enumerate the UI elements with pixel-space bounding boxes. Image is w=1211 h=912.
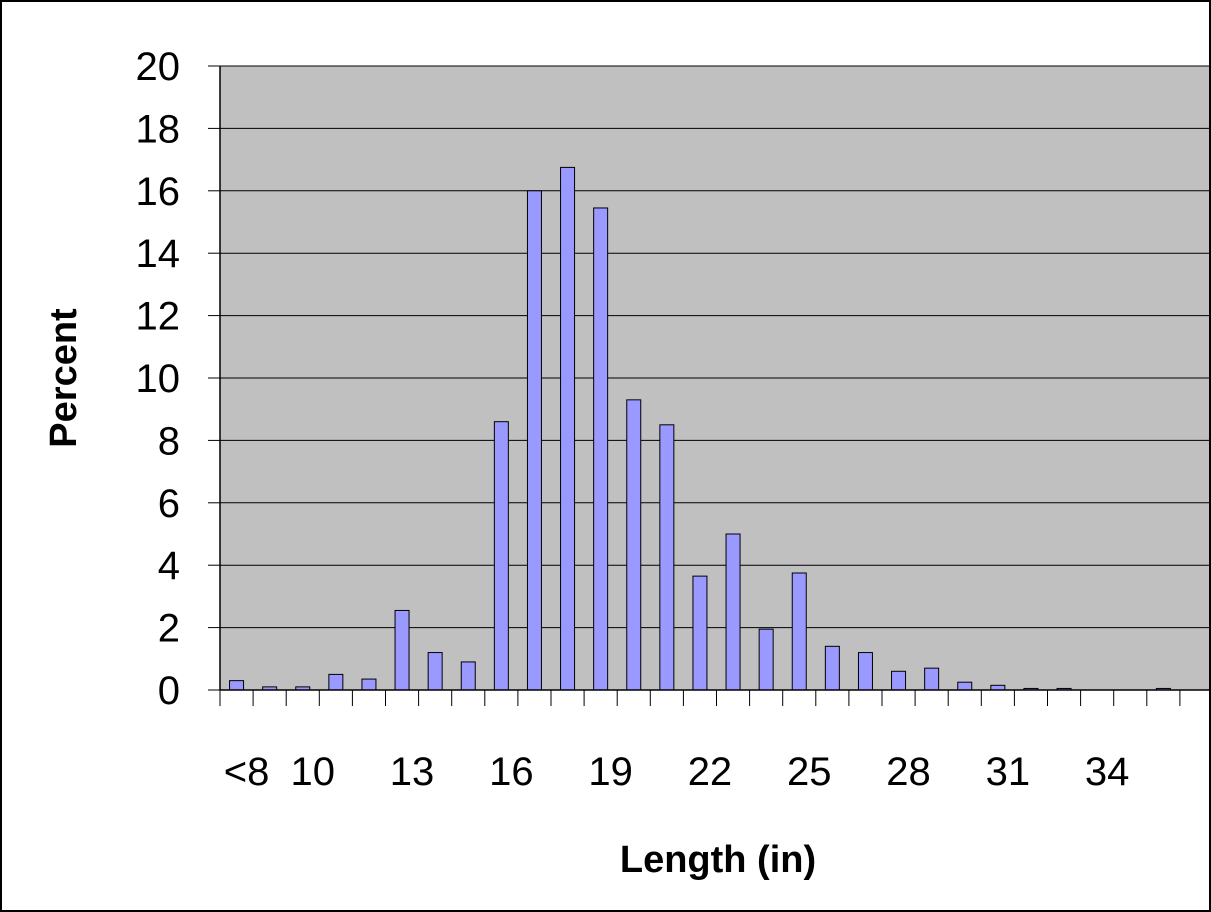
bar bbox=[659, 424, 675, 691]
bar bbox=[758, 628, 774, 691]
bar bbox=[824, 645, 840, 691]
bar bbox=[427, 652, 443, 691]
y-tick-label: 2 bbox=[158, 607, 180, 651]
axes bbox=[219, 66, 1209, 706]
x-tick-label: 10 bbox=[291, 750, 336, 794]
bar bbox=[394, 609, 410, 691]
x-tick-labels: <8 10 13 16 19 22 25 28 31 34 bbox=[224, 750, 1130, 794]
x-tick-label: 31 bbox=[986, 750, 1031, 794]
bar bbox=[891, 670, 907, 691]
bar bbox=[692, 575, 708, 691]
bar bbox=[626, 399, 642, 691]
bar bbox=[229, 680, 245, 691]
bar bbox=[460, 661, 476, 691]
bars bbox=[229, 166, 1171, 691]
y-tick-label: 12 bbox=[136, 295, 181, 339]
bar bbox=[593, 207, 609, 691]
bar bbox=[725, 533, 741, 691]
bar bbox=[526, 190, 542, 691]
y-tick-labels: 0 2 4 6 8 10 12 14 16 18 20 bbox=[136, 45, 181, 713]
bar bbox=[957, 681, 973, 691]
x-tick-label: 19 bbox=[588, 750, 633, 794]
y-tick-label: 8 bbox=[158, 419, 180, 463]
y-tick-label: 16 bbox=[136, 170, 181, 214]
x-tick-label: 28 bbox=[886, 750, 931, 794]
y-tick-label: 10 bbox=[136, 357, 181, 401]
bar bbox=[361, 678, 377, 691]
x-tick-label: 13 bbox=[390, 750, 435, 794]
bar bbox=[328, 673, 344, 691]
bar bbox=[924, 667, 940, 691]
x-tick-label: <8 bbox=[224, 750, 270, 794]
y-tick-label: 20 bbox=[136, 45, 181, 89]
y-tick-label: 4 bbox=[158, 544, 180, 588]
y-tick-label: 0 bbox=[158, 669, 180, 713]
bar bbox=[560, 166, 576, 691]
bar bbox=[493, 421, 509, 691]
gridlines bbox=[208, 65, 1209, 691]
y-tick-label: 14 bbox=[136, 232, 181, 276]
x-tick-label: 16 bbox=[489, 750, 534, 794]
bar bbox=[791, 572, 807, 691]
y-tick-label: 18 bbox=[136, 107, 181, 151]
y-axis-title: Percent bbox=[43, 308, 85, 448]
x-tick-label: 22 bbox=[688, 750, 733, 794]
y-tick-label: 6 bbox=[158, 482, 180, 526]
x-tick-label: 34 bbox=[1085, 750, 1130, 794]
x-tick-label: 25 bbox=[787, 750, 832, 794]
x-axis-title: Length (in) bbox=[620, 839, 816, 881]
bar bbox=[857, 652, 873, 691]
